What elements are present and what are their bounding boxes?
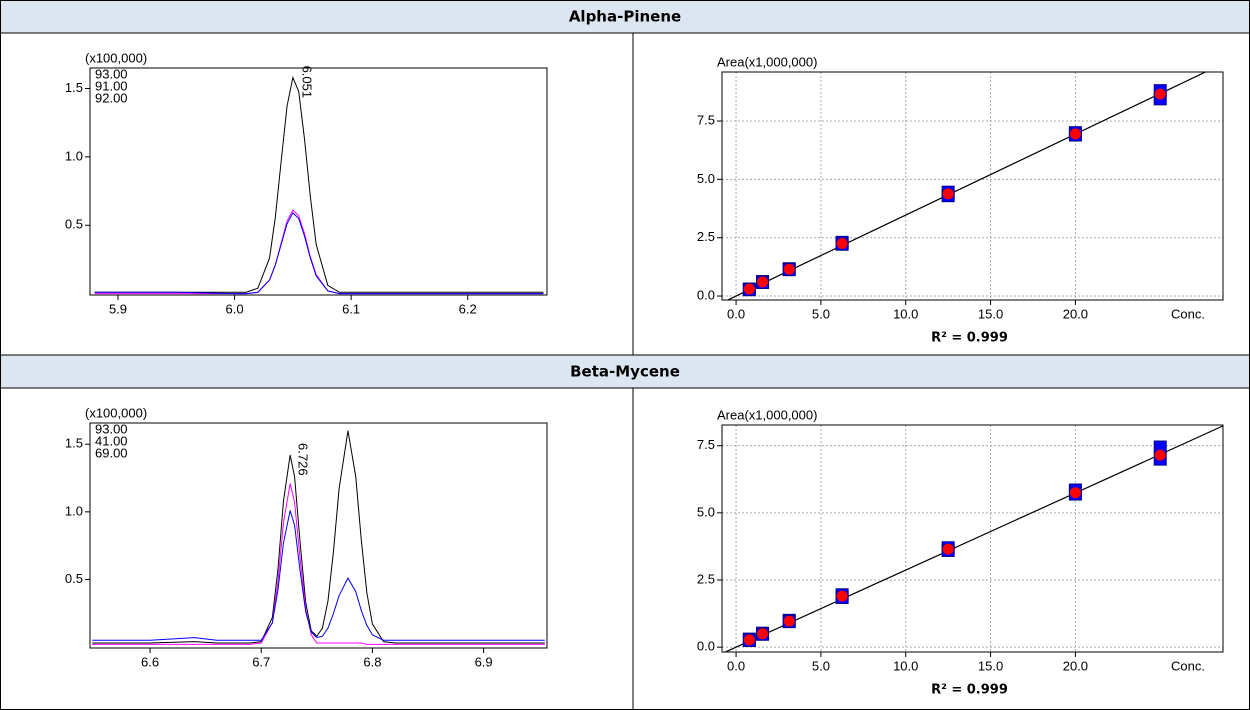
y-tick-label: 0.5 <box>65 217 83 232</box>
legend-entry: 91.00 <box>95 78 128 93</box>
point-circle <box>836 238 848 250</box>
trace-line <box>92 483 545 645</box>
x-tick-label: 5.9 <box>109 301 127 316</box>
fit-line <box>723 425 1223 652</box>
x-tick-label: 6.8 <box>363 654 381 669</box>
plot-frame <box>89 422 548 649</box>
section-header: Beta-Mycene <box>570 363 680 381</box>
y-tick-label: 0.0 <box>697 639 715 654</box>
trace-line <box>92 510 545 641</box>
y-axis-label: Area(x1,000,000) <box>717 407 817 422</box>
plot-frame <box>89 67 548 296</box>
legend-entry: 92.00 <box>95 90 128 105</box>
y-tick-label: 1.0 <box>65 503 83 518</box>
y-tick-label: 1.5 <box>65 436 83 451</box>
r-squared: R² = 0.999 <box>931 683 1008 698</box>
point-circle <box>1154 449 1166 461</box>
trace-line <box>92 430 545 644</box>
peak-label: 6.051 <box>300 66 315 99</box>
peak-label: 6.726 <box>296 443 311 476</box>
header-band <box>0 355 1250 388</box>
legend-entry: 93.00 <box>95 66 128 81</box>
x-tick-label: 20.0 <box>1063 658 1088 673</box>
y-tick-label: 5.0 <box>697 504 715 519</box>
x-axis-label: Conc. <box>1171 658 1205 673</box>
point-circle <box>783 615 795 627</box>
point-circle <box>757 276 769 288</box>
r-squared: R² = 0.999 <box>931 331 1008 346</box>
x-tick-label: 6.9 <box>475 654 493 669</box>
point-circle <box>757 628 769 640</box>
y-tick-label: 2.5 <box>697 229 715 244</box>
y-tick-label: 0.0 <box>697 287 715 302</box>
y-tick-label: 0.5 <box>65 571 83 586</box>
x-tick-label: 10.0 <box>893 306 918 321</box>
y-tick-label: 7.5 <box>697 437 715 452</box>
legend-entry: 69.00 <box>95 445 128 460</box>
section-header: Alpha-Pinene <box>569 8 681 26</box>
point-circle <box>743 283 755 295</box>
x-tick-label: 5.0 <box>812 306 830 321</box>
point-circle <box>942 188 954 200</box>
legend-entry: 41.00 <box>95 433 128 448</box>
x-tick-label: 6.6 <box>141 654 159 669</box>
x-axis-label: Conc. <box>1171 306 1205 321</box>
header-band <box>0 0 1250 33</box>
x-tick-label: 0.0 <box>727 658 745 673</box>
point-circle <box>836 590 848 602</box>
y-axis-label: (x100,000) <box>85 50 147 65</box>
trace-line <box>94 209 544 295</box>
y-tick-label: 5.0 <box>697 171 715 186</box>
y-tick-label: 7.5 <box>697 112 715 127</box>
point-circle <box>942 543 954 555</box>
x-tick-label: 15.0 <box>978 658 1003 673</box>
x-tick-label: 10.0 <box>893 658 918 673</box>
x-tick-label: 15.0 <box>978 306 1003 321</box>
x-tick-label: 6.7 <box>252 654 270 669</box>
plot-frame <box>721 424 1224 653</box>
y-axis-label: Area(x1,000,000) <box>717 54 817 69</box>
y-axis-label: (x100,000) <box>85 405 147 420</box>
trace-line <box>94 212 544 295</box>
fit-line <box>726 72 1207 300</box>
y-tick-label: 2.5 <box>697 571 715 586</box>
x-tick-label: 5.0 <box>812 658 830 673</box>
point-circle <box>1069 487 1081 499</box>
point-circle <box>1069 128 1081 140</box>
plot-frame <box>721 71 1224 301</box>
x-tick-label: 20.0 <box>1063 306 1088 321</box>
x-tick-label: 6.1 <box>342 301 360 316</box>
point-circle <box>743 634 755 646</box>
x-tick-label: 6.2 <box>459 301 477 316</box>
x-tick-label: 6.0 <box>226 301 244 316</box>
y-tick-label: 1.5 <box>65 80 83 95</box>
x-tick-label: 0.0 <box>727 306 745 321</box>
legend-entry: 93.00 <box>95 421 128 436</box>
trace-line <box>94 75 544 293</box>
point-circle <box>1154 88 1166 100</box>
point-circle <box>783 263 795 275</box>
y-tick-label: 1.0 <box>65 148 83 163</box>
